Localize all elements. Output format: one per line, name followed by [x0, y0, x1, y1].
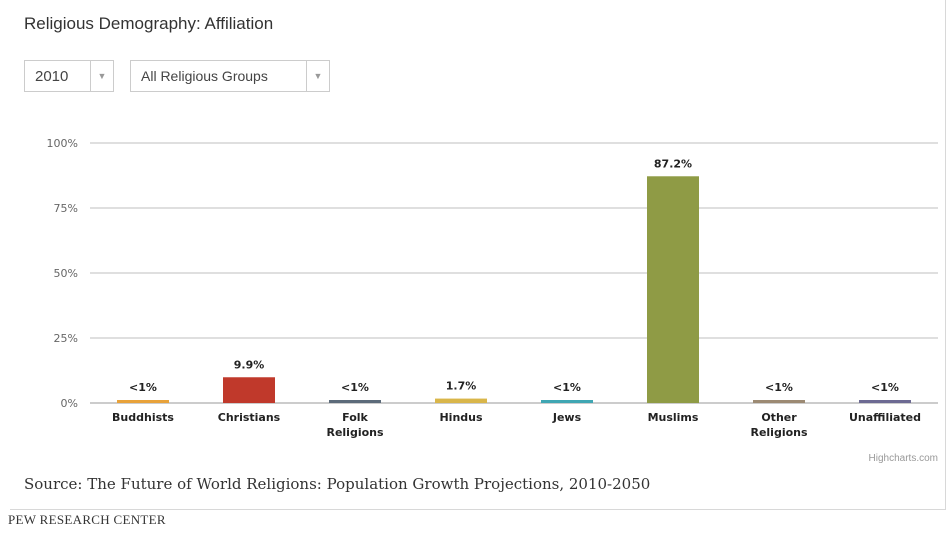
chart-card: [10, 0, 946, 510]
source-note: Source: The Future of World Religions: P…: [24, 475, 651, 493]
data-label: <1%: [553, 381, 581, 394]
chart-title: Religious Demography: Affiliation: [24, 14, 274, 33]
bar: [753, 400, 805, 403]
bar: [859, 400, 911, 403]
x-tick-label: Buddhists: [112, 411, 174, 424]
y-tick-label: 75%: [54, 202, 78, 215]
y-tick-label: 0%: [61, 397, 78, 410]
y-tick-label: 25%: [54, 332, 78, 345]
x-tick-label: Folk Religions: [326, 411, 384, 439]
bar: [541, 400, 593, 403]
x-tick-label: Other Religions: [750, 411, 808, 439]
data-label: <1%: [129, 381, 157, 394]
group-select[interactable]: All Religious Groups ▼: [130, 60, 330, 92]
y-tick-label: 50%: [54, 267, 78, 280]
data-label: <1%: [341, 381, 369, 394]
x-tick-label: Muslims: [648, 411, 699, 424]
highcharts-credit: Highcharts.com: [869, 453, 938, 464]
bar: [117, 400, 169, 403]
data-label: 87.2%: [654, 157, 692, 170]
bar: [647, 176, 699, 403]
x-tick-label: Jews: [552, 411, 582, 424]
bar: [223, 377, 275, 403]
y-tick-label: 100%: [47, 137, 78, 150]
group-select-value: All Religious Groups: [141, 68, 268, 84]
chevron-down-icon: ▼: [306, 61, 329, 91]
year-select-value: 2010: [35, 67, 69, 85]
data-label: <1%: [765, 381, 793, 394]
bar: [435, 398, 487, 403]
chevron-down-icon: ▼: [90, 61, 113, 91]
data-label: 1.7%: [446, 380, 477, 393]
year-select[interactable]: 2010 ▼: [24, 60, 114, 92]
x-tick-label: Unaffiliated: [849, 411, 921, 424]
x-tick-label: Hindus: [439, 411, 483, 424]
data-label: 9.9%: [234, 358, 265, 371]
bar-chart: 0% 25% 50% 75% 100% <1% Buddhists 9.9% Christian…: [47, 137, 938, 464]
data-label: <1%: [871, 381, 899, 394]
x-tick-label: Christians: [218, 411, 281, 424]
footer-brand: PEW RESEARCH CENTER: [8, 512, 166, 527]
bar: [329, 400, 381, 403]
